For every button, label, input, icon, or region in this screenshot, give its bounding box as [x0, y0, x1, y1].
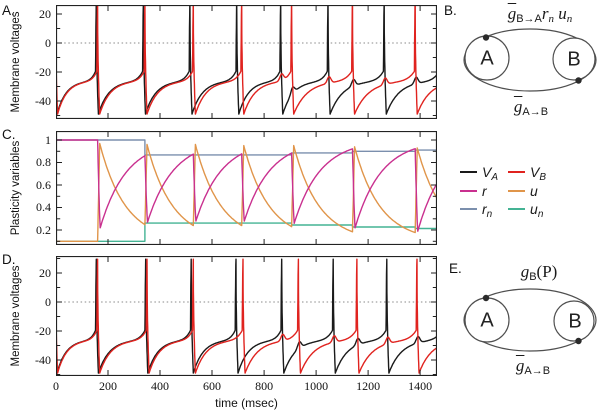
legend-item-rn: rn — [460, 200, 498, 221]
legend-label-r: r — [482, 182, 487, 199]
panel-label-b: B. — [444, 3, 457, 18]
legend-line-r — [460, 189, 477, 192]
panel-label-a: A. — [2, 3, 15, 18]
xtick-label: 200 — [99, 379, 117, 393]
diagram-b-circuit — [463, 28, 597, 92]
legend-label-va: VA — [482, 164, 499, 184]
series-V_B — [56, 5, 437, 115]
diagram-e-synapse-dot-top — [482, 294, 490, 302]
series-V_B — [56, 258, 437, 374]
panel-d-ylabel: Membrane voltages — [10, 265, 22, 367]
ytick-label: 20 — [39, 265, 51, 280]
legend-line-rn — [460, 208, 477, 211]
plot-svg-A — [56, 5, 437, 119]
series-r — [56, 139, 437, 232]
series-u — [56, 142, 437, 243]
series-V_A — [56, 258, 437, 374]
diagram-b-loop — [463, 28, 597, 92]
xtick-label: 1400 — [408, 379, 433, 393]
plot-frame — [56, 256, 437, 376]
ytick-label: 20 — [39, 6, 51, 21]
panel-d-membrane-plot: Membrane voltages time (msec) 20 0 -20 -40 0… — [10, 256, 437, 410]
plot-svg-D — [56, 256, 437, 376]
diagram-e-circuit — [463, 288, 597, 352]
legend-label-un: un — [530, 201, 544, 221]
panel-label-e: E. — [449, 261, 462, 276]
diagram-b-bottom-label: gA→B — [513, 97, 549, 118]
diagram-b-neuron-b-label: B — [567, 48, 581, 71]
diagram-e-bottom-label: gA→B — [515, 356, 551, 377]
diagram-e-synapse-dot-bottom — [575, 337, 582, 345]
ytick-label: 0 — [45, 35, 51, 50]
legend-item-vb: VB — [508, 163, 547, 184]
diagram-b-synapse-dot-top — [482, 34, 490, 41]
xtick-label: 0 — [53, 379, 59, 393]
ytick-label: 0.8 — [36, 155, 51, 169]
legend-label-rn: rn — [482, 201, 493, 221]
plot-frame — [56, 131, 437, 245]
diagram-b-neuron-b-circle — [552, 37, 596, 81]
panel-d-xlabel: time (msec) — [215, 396, 278, 410]
diagram-e-top-label: gB(P) — [520, 262, 558, 283]
ytick-label: 0.2 — [36, 222, 51, 237]
legend-item-r: r — [460, 182, 498, 201]
diagram-e-neuron-a-label: A — [480, 309, 494, 332]
xtick-label: 1200 — [356, 379, 381, 393]
ytick-label: 0 — [45, 294, 51, 309]
diagram-b-synapse-dot-bottom — [575, 77, 582, 84]
ytick-label: 0.6 — [36, 177, 51, 192]
panel-label-c: C. — [2, 127, 16, 142]
diagram-e-loop — [463, 288, 597, 352]
diagram-b-top-label: gB→Arn un — [507, 4, 573, 25]
panel-label-d: D. — [2, 252, 16, 267]
legend-line-va — [460, 171, 477, 174]
xtick-label: 800 — [255, 379, 274, 393]
legend-label-vb: VB — [530, 164, 547, 184]
ytick-label: -20 — [35, 64, 51, 79]
diagram-e-neuron-b-label: B — [568, 310, 582, 333]
series-u_n — [56, 222, 437, 243]
ytick-label: 1 — [45, 132, 51, 147]
ytick-label: -20 — [35, 323, 51, 338]
xtick-label: 400 — [151, 379, 169, 393]
ytick-label: -40 — [35, 352, 51, 367]
legend-item-va: VA — [460, 163, 499, 184]
legend-line-un — [508, 208, 526, 211]
legend-column-right: VB u un — [508, 163, 547, 221]
xtick-label: 1000 — [304, 379, 329, 393]
legend-line-vb — [508, 171, 526, 174]
legend-item-u: u — [508, 182, 546, 201]
ytick-label: 0.4 — [36, 200, 51, 214]
legend-column-left: VA r rn — [460, 163, 499, 221]
panel-a-membrane-plot: Membrane voltages 20 0 -20 -40 — [10, 5, 437, 119]
plot-svg-C — [56, 131, 437, 245]
legend-line-u — [508, 189, 526, 192]
ytick-label: -40 — [35, 93, 51, 108]
panel-c-plasticity-plot: Plasticity variables 1 0.8 0.6 0.4 0.2 — [10, 131, 437, 245]
legend-item-un: un — [508, 200, 546, 221]
series-r_n — [56, 139, 437, 156]
legend-label-u: u — [530, 182, 538, 199]
series-V_A — [56, 5, 437, 115]
plot-frame — [56, 5, 437, 119]
xtick-label: 600 — [203, 379, 221, 393]
diagram-b-neuron-a-label: A — [480, 47, 494, 70]
legend: VA r rn VB u un — [460, 163, 547, 221]
diagram-e-neuron-b-circle — [553, 300, 595, 342]
